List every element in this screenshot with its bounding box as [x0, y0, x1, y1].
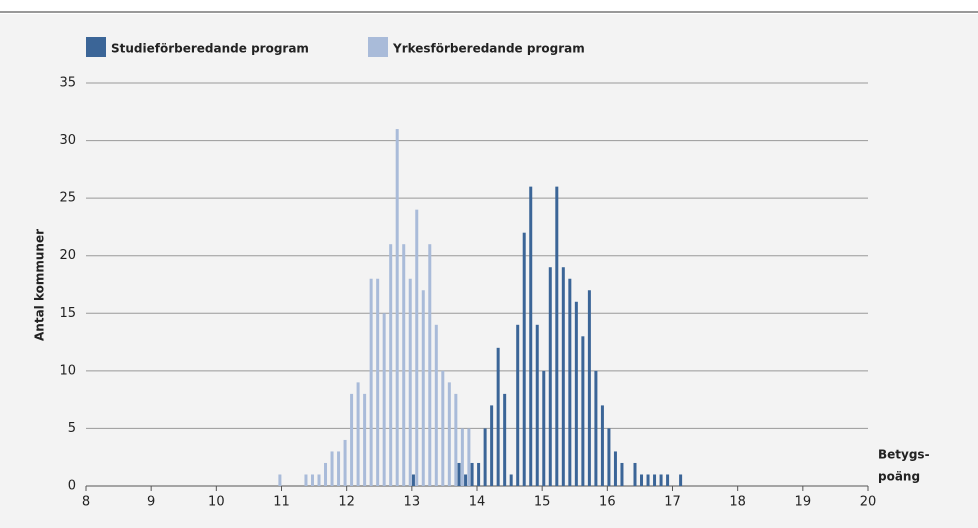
x-tick-label: 19 — [795, 495, 812, 510]
bar — [477, 462, 481, 486]
x-tick-label: 12 — [338, 495, 355, 510]
bar — [653, 474, 657, 486]
legend-label: Studieförberedande program — [111, 42, 309, 56]
bar — [428, 244, 432, 486]
y-tick-label: 15 — [59, 306, 76, 321]
bar — [310, 474, 314, 486]
x-axis-label: poäng — [878, 470, 920, 484]
x-tick-label: 11 — [273, 495, 290, 510]
bar — [464, 474, 468, 486]
x-tick-label: 18 — [729, 495, 746, 510]
bar — [467, 428, 471, 486]
bar — [561, 267, 565, 486]
bar — [483, 428, 487, 486]
bar — [460, 428, 464, 486]
bar — [581, 336, 585, 486]
bar — [659, 474, 663, 486]
bar — [548, 267, 552, 486]
bar — [324, 462, 328, 486]
y-tick-label: 35 — [59, 76, 76, 91]
bar — [594, 370, 598, 486]
bar — [613, 451, 617, 486]
bar — [350, 393, 354, 486]
x-tick-label: 17 — [664, 495, 681, 510]
bar — [542, 370, 546, 486]
bar — [640, 474, 644, 486]
y-axis-label: Antal kommuner — [33, 229, 47, 341]
legend-swatch — [86, 37, 106, 57]
x-tick-label: 16 — [599, 495, 616, 510]
bar — [343, 439, 347, 486]
bar — [555, 186, 559, 486]
bar — [633, 462, 637, 486]
bar — [415, 209, 419, 486]
y-tick-label: 10 — [59, 363, 76, 378]
legend-label: Yrkesförberedande program — [392, 42, 585, 56]
bar — [402, 244, 406, 486]
bar — [408, 278, 412, 486]
legend-swatch — [368, 37, 388, 57]
y-tick-label: 0 — [68, 479, 76, 494]
bar — [421, 290, 425, 486]
bar — [363, 393, 367, 486]
bar — [646, 474, 650, 486]
bar — [600, 405, 604, 486]
panel — [0, 14, 978, 528]
bar — [447, 382, 451, 486]
bar — [509, 474, 513, 486]
bar — [454, 393, 458, 486]
bar — [529, 186, 533, 486]
bar — [522, 232, 526, 486]
bar — [278, 474, 282, 486]
bar — [587, 290, 591, 486]
bar — [607, 428, 611, 486]
bar — [369, 278, 373, 486]
bar — [389, 244, 393, 486]
bar — [535, 324, 539, 486]
x-tick-label: 15 — [534, 495, 551, 510]
y-tick-label: 20 — [59, 248, 76, 263]
bar — [679, 474, 683, 486]
bar — [376, 278, 380, 486]
x-tick-label: 20 — [860, 495, 877, 510]
bar — [330, 451, 334, 486]
bar — [666, 474, 670, 486]
x-axis-label: Betygs- — [878, 448, 930, 462]
bar — [496, 347, 500, 486]
bar — [457, 462, 461, 486]
bar — [337, 451, 341, 486]
bar — [568, 278, 572, 486]
x-tick-label: 9 — [147, 495, 155, 510]
bar — [382, 313, 386, 486]
bar — [470, 462, 474, 486]
x-tick-label: 14 — [469, 495, 486, 510]
bar — [411, 474, 415, 486]
x-tick-label: 8 — [82, 495, 90, 510]
bar — [620, 462, 624, 486]
bar — [395, 129, 399, 487]
bar — [490, 405, 494, 486]
bar — [574, 301, 578, 486]
bar — [356, 382, 360, 486]
bar — [441, 370, 445, 486]
y-tick-label: 5 — [68, 421, 76, 436]
y-tick-label: 25 — [59, 191, 76, 206]
bar — [516, 324, 520, 486]
y-tick-label: 30 — [59, 133, 76, 148]
bar — [304, 474, 308, 486]
x-tick-label: 13 — [404, 495, 421, 510]
x-tick-label: 10 — [208, 495, 225, 510]
bar — [317, 474, 321, 486]
bar — [434, 324, 438, 486]
bar — [503, 393, 507, 486]
